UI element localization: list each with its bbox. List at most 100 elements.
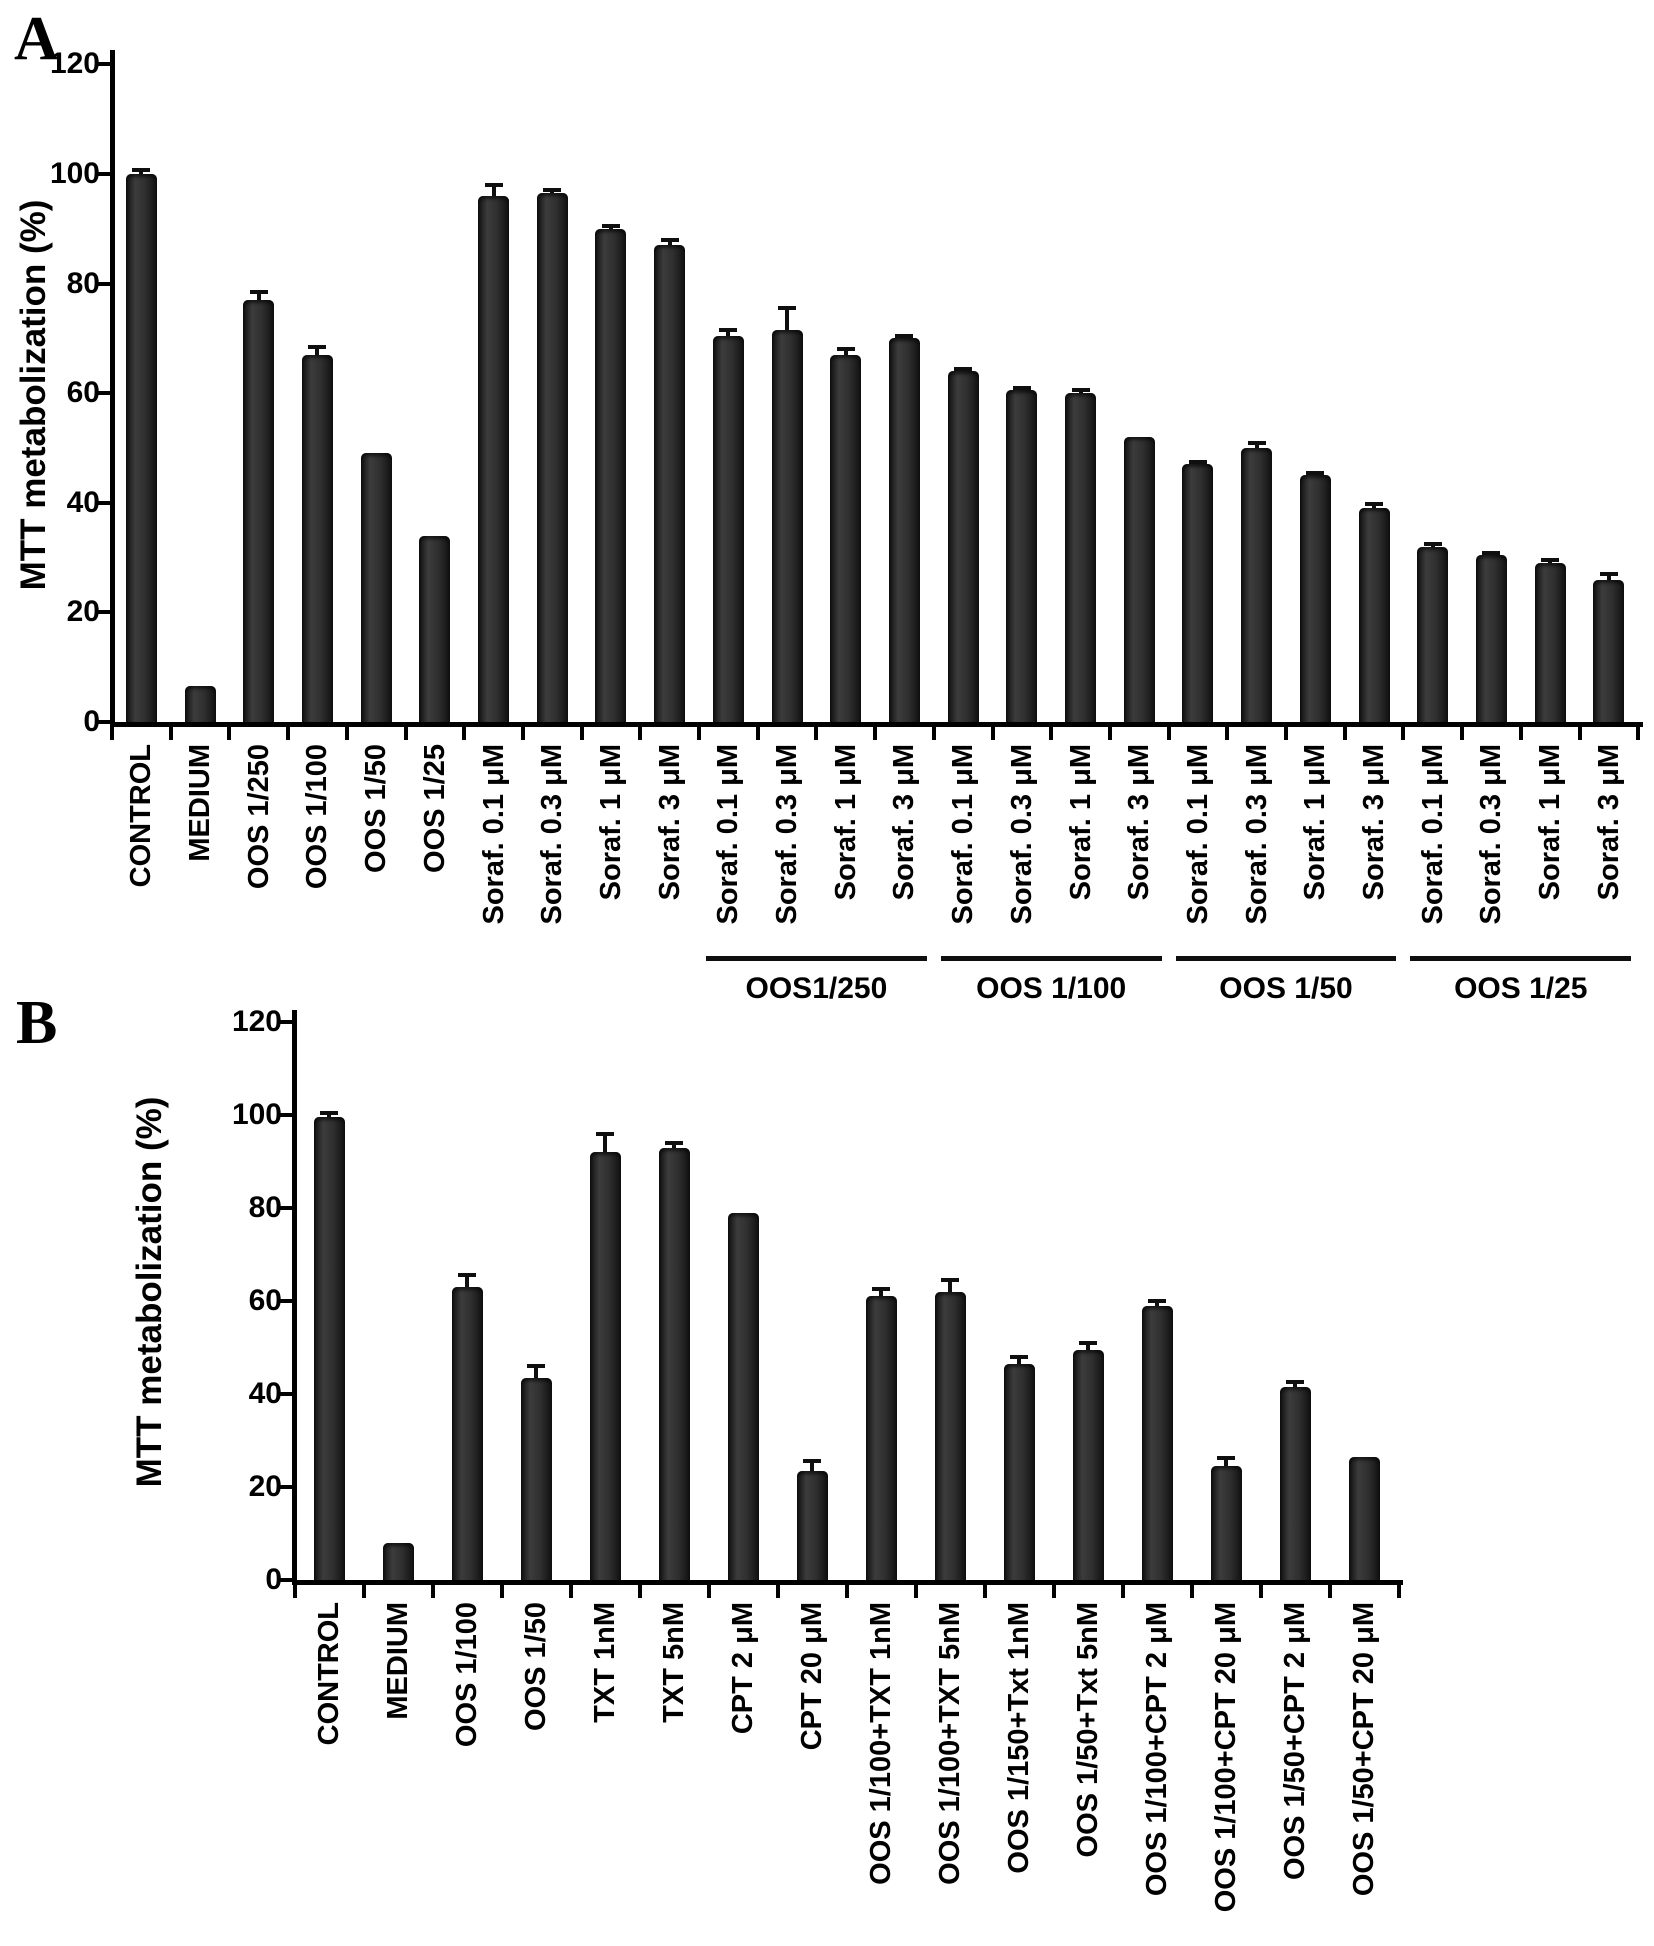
error-cap-B-4 bbox=[596, 1131, 614, 1136]
bar-A-21 bbox=[1358, 508, 1390, 722]
x-tick-B-0 bbox=[292, 1585, 297, 1598]
x-tick-A-19 bbox=[1225, 727, 1230, 740]
bar-A-15 bbox=[1006, 390, 1038, 722]
x-label-B-7: CPT 20 μM bbox=[796, 1602, 828, 1751]
y-tick-B-40 bbox=[277, 1392, 293, 1396]
x-tick-A-20 bbox=[1284, 727, 1288, 740]
error-cap-A-12 bbox=[836, 347, 855, 352]
y-tick-A-100 bbox=[95, 172, 110, 176]
bar-A-20 bbox=[1299, 475, 1331, 722]
bar-B-0 bbox=[313, 1117, 345, 1580]
x-tick-A-24 bbox=[1518, 727, 1523, 740]
x-label-B-8: OOS 1/100+TXT 1nM bbox=[865, 1602, 897, 1885]
error-bar-B-11 bbox=[1086, 1342, 1090, 1350]
x-tick-B-14 bbox=[1258, 1585, 1263, 1598]
x-tick-A-16 bbox=[1049, 727, 1054, 740]
error-bar-B-4 bbox=[603, 1133, 607, 1153]
y-axis-A bbox=[109, 50, 115, 727]
x-tick-A-18 bbox=[1166, 727, 1171, 740]
x-axis-A bbox=[109, 722, 1643, 727]
group-label-A-1: OOS 1/100 bbox=[976, 972, 1127, 1005]
x-tick-A-4 bbox=[344, 727, 349, 740]
x-tick-A-0 bbox=[110, 727, 114, 740]
error-bar-B-0 bbox=[327, 1112, 331, 1118]
y-tick-A-0 bbox=[95, 720, 110, 724]
error-cap-B-2 bbox=[458, 1273, 476, 1278]
x-tick-A-3 bbox=[286, 727, 291, 740]
y-tick-label-B-120: 120 bbox=[231, 1005, 282, 1038]
bar-B-2 bbox=[451, 1287, 483, 1580]
x-label-B-9: OOS 1/100+TXT 5nM bbox=[934, 1602, 966, 1885]
x-tick-B-2 bbox=[430, 1585, 435, 1598]
group-label-A-2: OOS 1/50 bbox=[1219, 972, 1353, 1005]
error-cap-B-0 bbox=[320, 1110, 338, 1115]
x-tick-A-6 bbox=[462, 727, 467, 740]
error-cap-B-5 bbox=[665, 1140, 683, 1145]
y-tick-A-120 bbox=[95, 62, 110, 67]
error-cap-B-9 bbox=[941, 1278, 959, 1283]
error-bar-B-2 bbox=[465, 1275, 469, 1288]
error-cap-A-11 bbox=[778, 306, 797, 311]
bar-B-12 bbox=[1141, 1305, 1173, 1580]
error-bar-A-10 bbox=[726, 330, 731, 336]
x-label-B-10: OOS 1/150+Txt 1nM bbox=[1003, 1602, 1035, 1874]
x-tick-A-11 bbox=[755, 727, 760, 740]
x-tick-A-8 bbox=[579, 727, 584, 740]
error-cap-A-21 bbox=[1365, 502, 1384, 507]
bar-A-18 bbox=[1182, 464, 1214, 722]
y-tick-label-A-60: 60 bbox=[66, 376, 100, 410]
y-tick-label-B-0: 0 bbox=[265, 1563, 282, 1596]
bar-A-22 bbox=[1417, 546, 1449, 722]
x-tick-A-5 bbox=[403, 727, 408, 740]
error-cap-A-2 bbox=[249, 289, 268, 294]
bar-B-13 bbox=[1210, 1466, 1242, 1580]
error-cap-A-15 bbox=[1012, 385, 1031, 390]
x-tick-A-14 bbox=[931, 727, 936, 740]
error-bar-A-25 bbox=[1606, 574, 1611, 580]
x-tick-B-10 bbox=[982, 1585, 987, 1598]
bar-A-5 bbox=[419, 535, 451, 722]
error-cap-B-8 bbox=[872, 1287, 890, 1292]
error-bar-A-0 bbox=[139, 169, 144, 174]
error-bar-B-9 bbox=[948, 1280, 952, 1292]
group-line-A-0 bbox=[706, 956, 927, 961]
x-tick-B-13 bbox=[1189, 1585, 1194, 1598]
x-label-B-4: TXT 1nM bbox=[589, 1602, 621, 1723]
error-cap-A-25 bbox=[1599, 572, 1618, 577]
bar-A-14 bbox=[947, 371, 979, 722]
y-tick-A-60 bbox=[95, 391, 110, 396]
x-tick-B-5 bbox=[637, 1585, 642, 1598]
x-tick-A-21 bbox=[1342, 727, 1347, 740]
bar-A-13 bbox=[888, 338, 920, 722]
error-cap-B-10 bbox=[1010, 1354, 1028, 1359]
bar-A-10 bbox=[712, 335, 744, 722]
error-cap-A-7 bbox=[543, 187, 562, 192]
error-cap-A-24 bbox=[1541, 558, 1560, 563]
error-bar-B-12 bbox=[1155, 1301, 1159, 1306]
x-tick-A-22 bbox=[1401, 727, 1406, 740]
error-cap-B-3 bbox=[527, 1364, 545, 1369]
x-label-B-0: CONTROL bbox=[313, 1602, 345, 1746]
bar-A-12 bbox=[830, 354, 862, 722]
y-tick-label-B-100: 100 bbox=[231, 1098, 282, 1131]
error-cap-B-14 bbox=[1286, 1380, 1304, 1385]
error-bar-B-14 bbox=[1293, 1382, 1297, 1388]
x-tick-B-8 bbox=[844, 1585, 849, 1598]
x-tick-A-10 bbox=[697, 727, 701, 740]
x-tick-A-26 bbox=[1636, 727, 1641, 740]
error-cap-A-6 bbox=[484, 182, 503, 187]
error-cap-A-9 bbox=[660, 237, 679, 242]
error-cap-B-11 bbox=[1079, 1340, 1097, 1345]
bar-B-8 bbox=[865, 1296, 897, 1580]
y-tick-label-A-0: 0 bbox=[83, 705, 100, 738]
error-bar-A-12 bbox=[843, 349, 848, 355]
group-line-A-3 bbox=[1410, 956, 1632, 961]
x-tick-A-15 bbox=[990, 727, 995, 740]
y-tick-B-20 bbox=[277, 1485, 293, 1489]
bar-B-5 bbox=[658, 1147, 690, 1580]
y-tick-label-A-40: 40 bbox=[66, 485, 100, 519]
bar-A-23 bbox=[1475, 554, 1507, 722]
bar-A-24 bbox=[1534, 563, 1566, 722]
